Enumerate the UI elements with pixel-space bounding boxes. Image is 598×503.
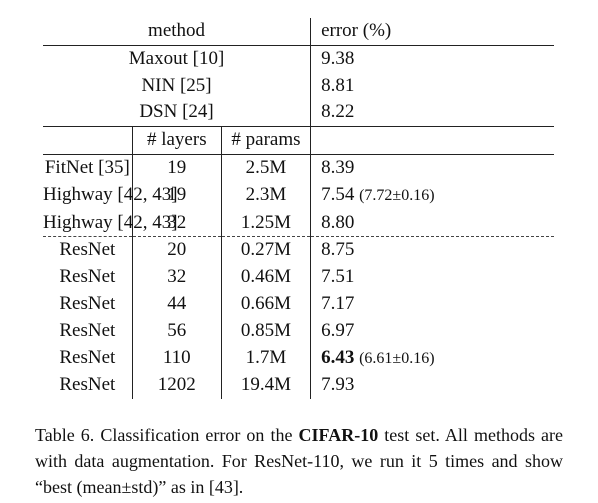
cell-error: 9.38 <box>310 44 554 73</box>
cell-error: 7.17 <box>321 292 355 314</box>
cell-params: 0.66M <box>221 290 312 318</box>
cell-error: 8.39 <box>310 153 554 182</box>
table-row: ResNet 110 1.7M 6.43 (6.61±0.16) <box>43 344 554 373</box>
table-row: ResNet 1202 19.4M 7.93 <box>43 372 554 400</box>
cell-params: 2.5M <box>221 153 312 182</box>
header-layers: # layers <box>132 126 222 155</box>
table-row: Maxout [10] 9.38 <box>43 44 554 73</box>
cell-error: 8.80 <box>321 211 355 233</box>
cell-layers: 32 <box>132 209 222 237</box>
caption-text: test set. All methods are with data augm… <box>35 425 563 497</box>
cell-mean-std: (7.72±0.16) <box>359 186 435 204</box>
cell-error: 6.97 <box>321 319 355 341</box>
table-row: ResNet 20 0.27M 8.75 <box>43 236 554 265</box>
cell-params: 19.4M <box>221 372 312 400</box>
cell-layers: 56 <box>132 317 222 345</box>
cell-layers: 32 <box>132 264 222 291</box>
cell-params: 1.25M <box>221 209 312 237</box>
caption-text: Table 6. Classification error on the <box>35 425 299 445</box>
table-caption: Table 6. Classification error on the CIF… <box>35 422 563 500</box>
cell-mean-std: (6.61±0.16) <box>359 349 435 367</box>
cell-params: 0.27M <box>221 236 312 265</box>
cell-method: Highway [42, 43] <box>43 181 178 210</box>
cell-params: 0.85M <box>221 317 312 345</box>
cell-params: 0.46M <box>221 264 312 291</box>
cell-layers: 110 <box>132 344 222 373</box>
cell-method: ResNet <box>43 236 133 265</box>
best-error-value: 6.43 <box>321 346 355 368</box>
header-method: method <box>43 18 312 46</box>
table-row: FitNet [35] 19 2.5M 8.39 <box>43 153 554 182</box>
cell-method: Maxout [10] <box>43 44 312 73</box>
table-row: ResNet 44 0.66M 7.17 <box>43 290 554 318</box>
cell-method: ResNet <box>43 264 133 291</box>
cell-method: NIN [25] <box>43 72 312 100</box>
table-row: ResNet 32 0.46M 7.51 <box>43 264 554 291</box>
table-row: DSN [24] 8.22 <box>43 99 554 127</box>
cell-error: 7.54 (7.72±0.16) <box>321 183 435 205</box>
results-table: method error (%) Maxout [10] 9.38 NIN [2… <box>43 18 554 400</box>
caption-dataset: CIFAR-10 <box>298 425 379 445</box>
cell-layers: 1202 <box>132 372 222 400</box>
cell-method: ResNet <box>43 344 133 373</box>
table-row: Highway [42, 43] 32 1.25M 8.80 <box>43 209 554 237</box>
cell-method: ResNet <box>43 372 133 400</box>
cell-error: 7.93 <box>321 374 355 396</box>
cell-layers: 44 <box>132 290 222 318</box>
table-subheader-row: # layers # params <box>43 126 554 155</box>
cell-method: DSN [24] <box>43 99 312 127</box>
header-error: error (%) <box>321 20 392 41</box>
cell-layers: 20 <box>132 236 222 265</box>
cell-error: 8.75 <box>310 236 554 265</box>
cell-layers: 19 <box>132 181 222 210</box>
cell-method: FitNet [35] <box>43 153 133 182</box>
cell-params: 1.7M <box>221 344 312 373</box>
cell-layers: 19 <box>132 153 222 182</box>
header-params: # params <box>221 126 312 155</box>
cell-error: 6.43 (6.61±0.16) <box>311 345 554 373</box>
table-row: Highway [42, 43] 19 2.3M 7.54 (7.72±0.16… <box>43 181 554 210</box>
cell-method: ResNet <box>43 290 133 318</box>
table-header-row: method error (%) <box>43 18 554 46</box>
cell-params: 2.3M <box>221 181 312 210</box>
table-row: ResNet 56 0.85M 6.97 <box>43 317 554 345</box>
cell-method: ResNet <box>43 317 133 345</box>
cell-error: 8.81 <box>321 74 355 96</box>
cell-error: 8.22 <box>321 101 355 123</box>
table-row: NIN [25] 8.81 <box>43 72 554 100</box>
cell-error: 7.51 <box>321 266 355 288</box>
cell-method: Highway [42, 43] <box>43 209 178 237</box>
